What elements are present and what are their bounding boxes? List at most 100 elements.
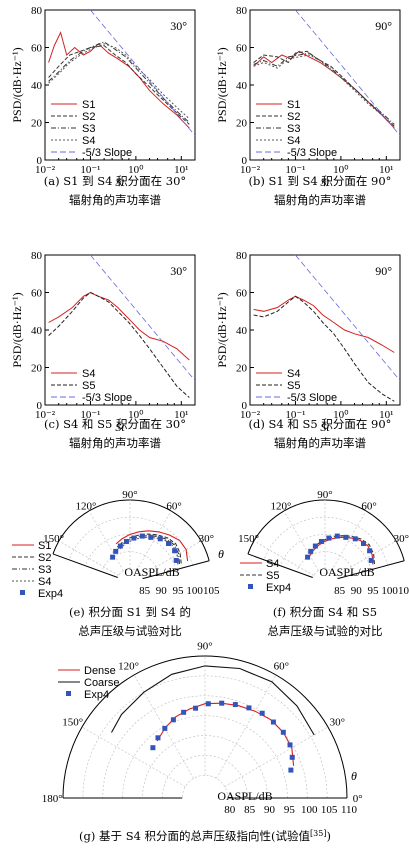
exp-marker — [131, 535, 137, 541]
exp-marker — [259, 710, 265, 716]
exp-marker — [181, 709, 187, 715]
x-tick-label: 10⁻² — [240, 164, 261, 176]
r-tick-label: 85 — [244, 804, 256, 816]
polar-edge — [142, 560, 210, 580]
radial-grid — [263, 516, 388, 566]
caption-line: 辐射角的声功率谱 — [274, 193, 366, 207]
radial-grid — [122, 715, 288, 799]
x-tick-label: 10⁻¹ — [285, 409, 305, 421]
radial-grid — [181, 774, 229, 799]
x-tick-label: 10⁻¹ — [80, 164, 100, 176]
series-line — [90, 10, 195, 136]
exp-marker — [318, 538, 324, 544]
legend-label: S4 — [287, 135, 300, 147]
legend-label: S2 — [82, 111, 95, 123]
angle-tick-label: 120° — [118, 661, 139, 673]
legend-label: S4 — [82, 135, 95, 147]
radial-grid — [101, 551, 160, 575]
legend-label: S4 — [266, 558, 279, 570]
caption-line: 辐射角的声功率谱 — [274, 436, 366, 450]
series-line — [156, 702, 295, 766]
radial-grid — [247, 499, 405, 561]
y-tick-label: 60 — [236, 43, 248, 55]
radial-grid — [85, 534, 177, 570]
angle-tick-label: 60° — [274, 661, 289, 673]
plot-area — [253, 10, 400, 136]
caption-line: (a) S1 到 S4 积分面在 30° — [44, 174, 186, 188]
r-axis-label: OASPL/dB — [124, 565, 179, 579]
y-tick-label: 80 — [236, 5, 248, 17]
r-tick-label: 90 — [156, 585, 168, 597]
y-axis-label: PSD/(dB·Hz⁻¹) — [215, 292, 229, 367]
angle-tick-label: 120° — [270, 501, 291, 513]
legend-swatch — [66, 691, 71, 696]
x-tick-label: 10⁻² — [35, 409, 56, 421]
chart-d: 0 20 40 60 80 10⁻² 10⁻¹ 10⁰ 10¹ St PSD/(dB·Hz⁻¹) 90… — [215, 250, 401, 434]
legend-label: -5/3 Slope — [287, 392, 337, 404]
angle-spoke — [336, 540, 397, 576]
plot-area — [48, 255, 195, 398]
radial-grid — [102, 695, 308, 799]
exp-marker — [280, 729, 286, 735]
angle-tick-label: 60° — [361, 501, 376, 513]
series-line — [295, 255, 400, 381]
exp-marker — [205, 701, 211, 707]
angle-tick-label: 90° — [122, 489, 137, 501]
exp-marker — [343, 534, 349, 540]
legend-label: S4 — [287, 368, 300, 380]
legend-label: S4 — [82, 368, 95, 380]
chart-a: 0 20 40 60 80 10⁻² 10⁻¹ 10⁰ 10¹ St PSD/(dB·Hz⁻¹) 30… — [10, 5, 196, 189]
y-tick-label: 80 — [236, 250, 248, 262]
exp-marker — [173, 557, 179, 563]
angle-tick-label: 180° — [42, 793, 63, 805]
x-axis-label: St — [115, 175, 125, 189]
y-tick-label: 0 — [242, 155, 248, 167]
legend-label: S3 — [287, 123, 300, 135]
y-tick-label: 60 — [236, 288, 248, 300]
x-tick-label: 10⁻¹ — [80, 409, 100, 421]
x-tick-label: 10¹ — [379, 164, 393, 176]
exp-marker — [172, 548, 178, 554]
x-tick-label: 10⁰ — [128, 164, 144, 176]
series-line — [48, 291, 190, 398]
caption-line: 总声压级与试验对比 — [78, 624, 182, 638]
series-line — [90, 255, 195, 381]
legend-label: S1 — [287, 99, 300, 111]
x-axis-label: St — [320, 420, 330, 434]
y-axis-label: PSD/(dB·Hz⁻¹) — [10, 292, 24, 367]
angle-tick-label: 30° — [199, 533, 214, 545]
r-tick-label: 95 — [172, 585, 184, 597]
angle-tick-label: 60° — [166, 501, 181, 513]
radial-grid — [280, 534, 372, 570]
angle-spoke — [253, 540, 314, 576]
chart-c: 0 20 40 60 80 10⁻² 10⁻¹ 10⁰ 10¹ St PSD/(dB·Hz⁻¹) 30… — [10, 250, 196, 434]
legend-label: Exp4 — [266, 582, 291, 594]
caption-line: 辐射角的声功率谱 — [69, 193, 161, 207]
series-line — [308, 535, 376, 565]
legend-label: S5 — [266, 570, 279, 582]
r-tick-label: 110 — [341, 804, 358, 816]
angle-spoke — [224, 726, 329, 787]
series-line — [295, 10, 400, 136]
radial-grid — [312, 568, 338, 579]
r-tick-label: 100 — [301, 804, 318, 816]
exp-marker — [117, 543, 123, 549]
angle-spoke — [136, 510, 172, 571]
x-tick-label: 10⁰ — [333, 409, 349, 421]
y-tick-label: 40 — [236, 80, 248, 92]
exp-marker — [287, 742, 293, 748]
exp-marker — [289, 754, 295, 760]
exp-marker — [305, 554, 311, 560]
caption-line: (e) 积分面 S1 到 S4 的 — [69, 605, 191, 619]
r-tick-label: 95 — [367, 585, 379, 597]
angle-tick-label: 0° — [353, 793, 363, 805]
legend-swatch — [20, 590, 25, 595]
series-line — [253, 295, 395, 402]
caption-line: (g) 基于 S4 积分面的总声压级指向性(试验值[35]) — [79, 829, 331, 843]
angle-tick-label: 30° — [330, 717, 345, 729]
exp-marker — [288, 767, 294, 773]
exp-marker — [326, 535, 332, 541]
angle-tick-label: 150° — [43, 533, 64, 545]
radial-grid — [52, 499, 210, 561]
x-tick-label: 10¹ — [174, 409, 188, 421]
